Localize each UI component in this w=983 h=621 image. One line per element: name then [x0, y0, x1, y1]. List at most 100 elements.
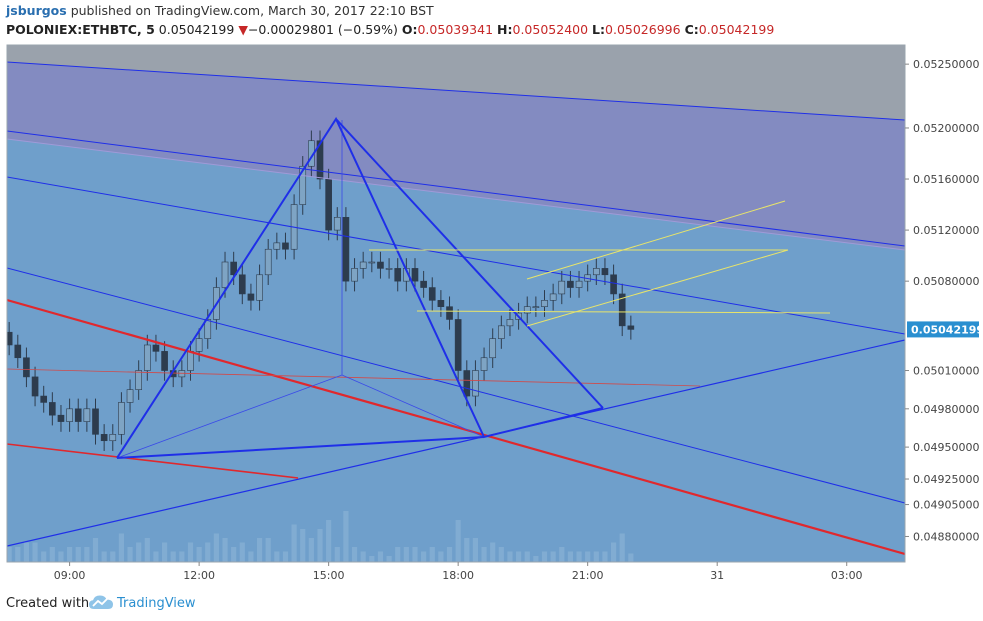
- rect-bottom: [416, 310, 831, 314]
- footer: Created with TradingView: [0, 588, 983, 621]
- y-tick-label: 0.05120000: [913, 224, 979, 237]
- author-link[interactable]: jsburgos: [6, 3, 67, 18]
- x-tick-label: 21:00: [572, 569, 604, 582]
- red-thin-line: [7, 368, 701, 387]
- volume-bar: [92, 538, 99, 562]
- candle-body: [161, 351, 168, 371]
- candle-body: [359, 261, 367, 269]
- volume-bar: [395, 547, 401, 562]
- y-tick-label: 0.05010000: [913, 365, 979, 378]
- volume-bar: [248, 551, 254, 562]
- volume-bar: [559, 547, 565, 562]
- channel-line-5: [7, 267, 905, 504]
- candle-body: [342, 217, 350, 282]
- volume-bar: [300, 529, 306, 562]
- volume-bar: [550, 551, 556, 562]
- candle-body: [610, 274, 617, 295]
- volume-bar: [602, 551, 608, 562]
- x-tick-label: 12:00: [183, 569, 215, 582]
- y-tick-label: 0.05200000: [913, 122, 979, 135]
- candle-body: [49, 402, 56, 416]
- drawings-layer: [7, 61, 905, 556]
- volume-bar: [619, 533, 625, 562]
- volume-bar: [533, 556, 539, 562]
- chart-container[interactable]: 0.05250000 0.05200000 0.05160000 0.05120000…: [0, 44, 983, 585]
- candle-body: [143, 344, 151, 371]
- volume-bar: [118, 533, 124, 562]
- channel-line-3: [7, 138, 905, 251]
- high-value: 0.05052400: [512, 22, 589, 37]
- x-tick-label: 09:00: [54, 569, 86, 582]
- volume-bar: [464, 538, 470, 562]
- volume-bar: [15, 547, 21, 562]
- volume-bar: [161, 542, 168, 562]
- candle-body: [100, 434, 108, 442]
- channel-zone: [7, 62, 905, 250]
- volume-bars: [7, 511, 634, 562]
- candle-body: [377, 261, 384, 269]
- tradingview-cloud-icon[interactable]: [88, 594, 114, 612]
- volume-bar: [170, 551, 176, 562]
- candle-body: [333, 217, 341, 231]
- x-tick-label: 03:00: [831, 569, 863, 582]
- candle-body: [195, 338, 203, 352]
- candle-body: [109, 434, 117, 442]
- channel-line-4: [7, 176, 905, 335]
- chart-header: jsburgos published on TradingView.com, M…: [0, 0, 983, 42]
- volume-bar: [196, 547, 202, 562]
- candle-body: [428, 287, 436, 301]
- volume-bar: [282, 551, 289, 562]
- volume-bar: [101, 551, 107, 562]
- volume-bar: [412, 547, 418, 562]
- volume-bar: [567, 551, 573, 562]
- x-tick-label: 31: [710, 569, 724, 582]
- candle-body: [592, 268, 600, 276]
- rising-channel-top: [526, 200, 786, 280]
- pattern-base: [116, 436, 485, 459]
- price-chart[interactable]: 0.05250000 0.05200000 0.05160000 0.05120000…: [0, 44, 983, 585]
- time-axis[interactable]: 09:00 12:00 15:00 18:00 21:00 31 03:00: [54, 562, 863, 582]
- volume-bar: [84, 547, 90, 562]
- candle-body: [187, 351, 194, 371]
- volume-bar: [438, 551, 444, 562]
- last-price-label: 0.05042199: [911, 323, 983, 336]
- close-label: C:: [684, 22, 699, 37]
- candle-body: [541, 300, 548, 307]
- candle-body: [627, 325, 635, 330]
- candle-body: [454, 319, 462, 371]
- candle-body: [558, 280, 566, 295]
- y-tick-label: 0.04880000: [913, 530, 979, 543]
- candle-body: [247, 293, 255, 301]
- candle-body: [498, 325, 505, 339]
- plot-pane[interactable]: [6, 45, 905, 562]
- candle-body: [575, 280, 583, 288]
- last-price: 0.05042199: [158, 22, 235, 37]
- volume-bar: [144, 538, 150, 562]
- low-value: 0.05026996: [605, 22, 681, 37]
- candle-body: [83, 408, 91, 422]
- volume-bar: [179, 551, 185, 562]
- candle-body: [368, 261, 376, 264]
- volume-bar: [610, 542, 617, 562]
- candle-body: [66, 408, 73, 422]
- volume-bar: [41, 551, 47, 562]
- volume-bar: [231, 547, 237, 562]
- price-axis[interactable]: 0.05250000 0.05200000 0.05160000 0.05120000…: [905, 58, 983, 543]
- volume-bar: [23, 542, 30, 562]
- y-tick-label: 0.05160000: [913, 173, 979, 186]
- candle-body: [118, 402, 125, 435]
- candle-body: [264, 248, 272, 276]
- close-value: 0.05042199: [698, 22, 775, 37]
- candle-body: [152, 344, 160, 352]
- volume-bar: [585, 551, 591, 562]
- volume-bar: [524, 551, 530, 562]
- candle-body: [523, 306, 531, 314]
- down-arrow-icon: ▼: [238, 22, 248, 37]
- tradingview-link[interactable]: TradingView: [117, 596, 196, 611]
- candle-body: [351, 268, 358, 282]
- candle-body: [446, 306, 453, 320]
- candle-body: [57, 414, 65, 422]
- candle-body: [532, 306, 540, 308]
- low-label: L:: [592, 22, 606, 37]
- candle-body: [273, 242, 281, 250]
